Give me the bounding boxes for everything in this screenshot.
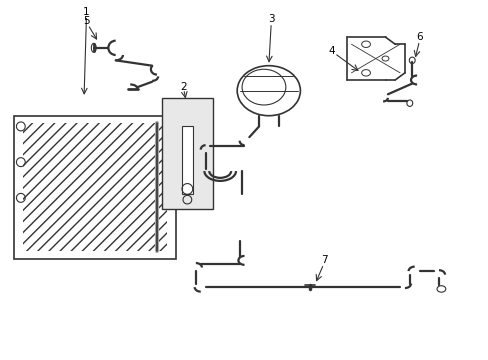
Text: 3: 3: [267, 14, 274, 24]
Text: 7: 7: [321, 255, 327, 265]
Bar: [14, 116, 176, 258]
Text: 1: 1: [83, 7, 90, 17]
Bar: [23, 123, 166, 251]
Bar: [162, 98, 212, 208]
Text: 6: 6: [415, 32, 422, 42]
Bar: [181, 126, 193, 194]
Text: 5: 5: [83, 16, 90, 26]
Text: 2: 2: [180, 82, 186, 92]
Text: 4: 4: [328, 46, 335, 57]
